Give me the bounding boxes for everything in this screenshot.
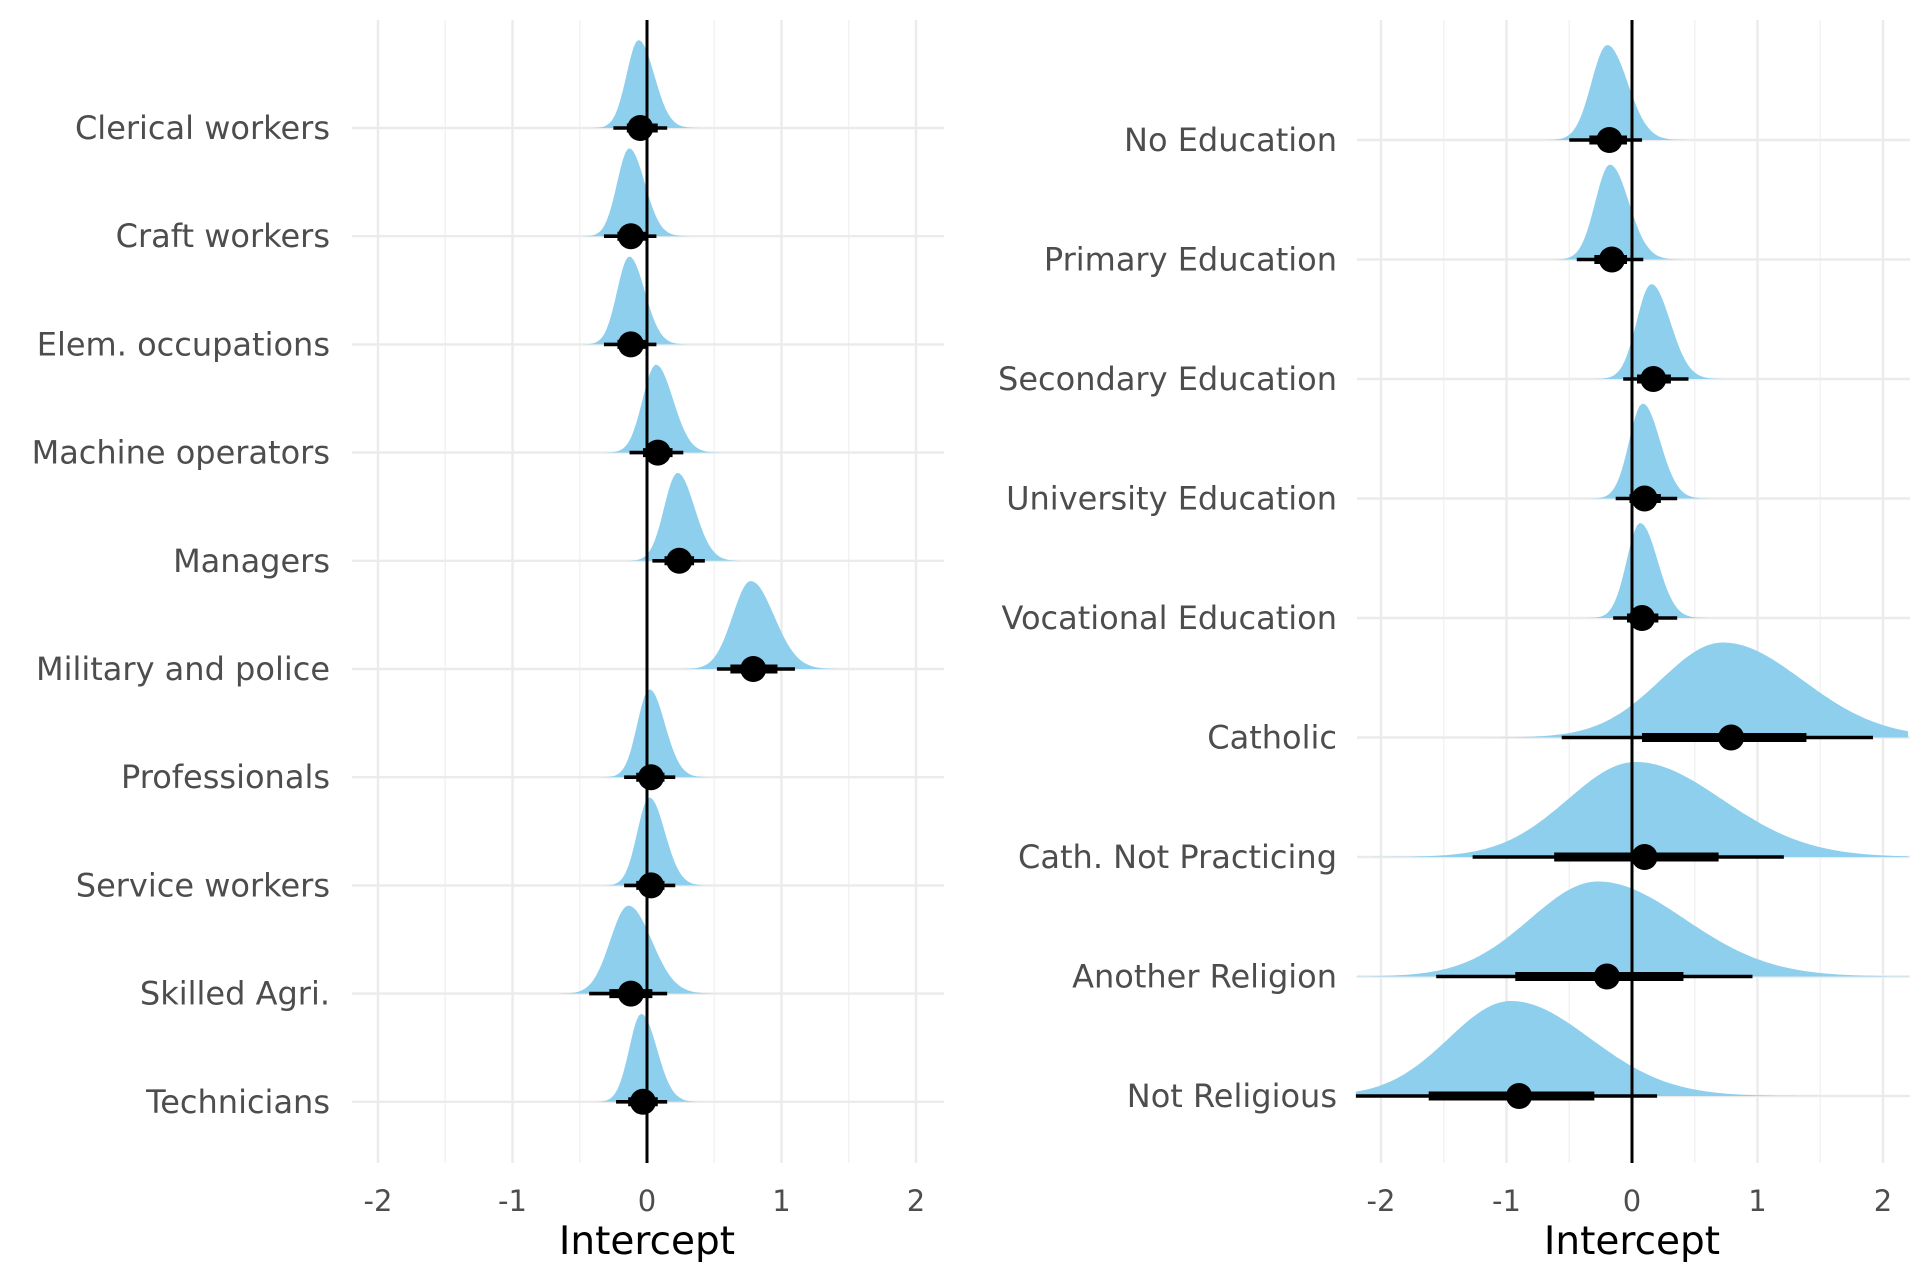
median-point (644, 439, 671, 466)
category-label: Professionals (121, 758, 330, 796)
category-label: Service workers (76, 866, 330, 904)
median-point (1506, 1083, 1533, 1109)
category-label: Skilled Agri. (140, 975, 330, 1013)
median-point (1640, 366, 1667, 392)
category-label: Primary Education (1044, 241, 1337, 279)
x-tick-label: 1 (1748, 1184, 1766, 1218)
x-tick-label: -1 (498, 1184, 527, 1218)
category-label: University Education (1006, 480, 1337, 518)
x-axis-title: Intercept (1544, 1219, 1720, 1264)
median-point (1593, 963, 1620, 990)
category-label: Catholic (1207, 719, 1337, 757)
median-point (1596, 127, 1623, 153)
median-point (740, 656, 767, 682)
x-tick-label: 0 (638, 1184, 656, 1218)
median-point (1629, 605, 1656, 631)
median-point (629, 1088, 656, 1115)
category-label: Vocational Education (1002, 599, 1337, 637)
category-label: Craft workers (116, 217, 330, 255)
median-point (627, 115, 654, 141)
occupation-panel: -2 -1 0 1 2 Clerical workers Craft workers Elem… (32, 20, 944, 1264)
x-tick-label: 2 (1874, 1184, 1892, 1218)
category-label: Machine operators (32, 434, 330, 472)
category-label: Elem. occupations (37, 325, 330, 363)
category-label: Another Religion (1072, 958, 1337, 996)
median-point (617, 223, 644, 250)
x-tick-label: -1 (1492, 1184, 1521, 1218)
x-tick-label: -2 (1367, 1184, 1396, 1218)
category-label: Not Religious (1127, 1077, 1337, 1115)
median-point (638, 764, 665, 791)
category-label: Clerical workers (75, 109, 330, 147)
category-label: Cath. Not Practicing (1018, 838, 1337, 876)
median-point (638, 872, 665, 899)
median-point (1598, 246, 1625, 273)
education-religion-panel: -2 -1 0 1 2 No Education Primary Education Seco… (998, 20, 1910, 1264)
x-axis-title: Intercept (559, 1219, 735, 1264)
category-label: Secondary Education (998, 360, 1337, 398)
x-tick-label: 0 (1623, 1184, 1641, 1218)
category-label: Technicians (145, 1083, 330, 1121)
median-point (1631, 485, 1658, 512)
x-tick-label: 2 (907, 1184, 925, 1218)
median-point (1718, 724, 1745, 751)
median-point (617, 331, 644, 358)
x-tick-label: 1 (772, 1184, 790, 1218)
category-label: Managers (173, 542, 330, 580)
category-label: Military and police (36, 650, 330, 688)
density-ridge (1355, 642, 1909, 738)
median-point (617, 980, 644, 1007)
median-point (1631, 844, 1658, 870)
density-ridge (1355, 1001, 1909, 1096)
x-tick-label: -2 (364, 1184, 393, 1218)
median-point (666, 547, 693, 574)
category-label: No Education (1124, 121, 1337, 159)
